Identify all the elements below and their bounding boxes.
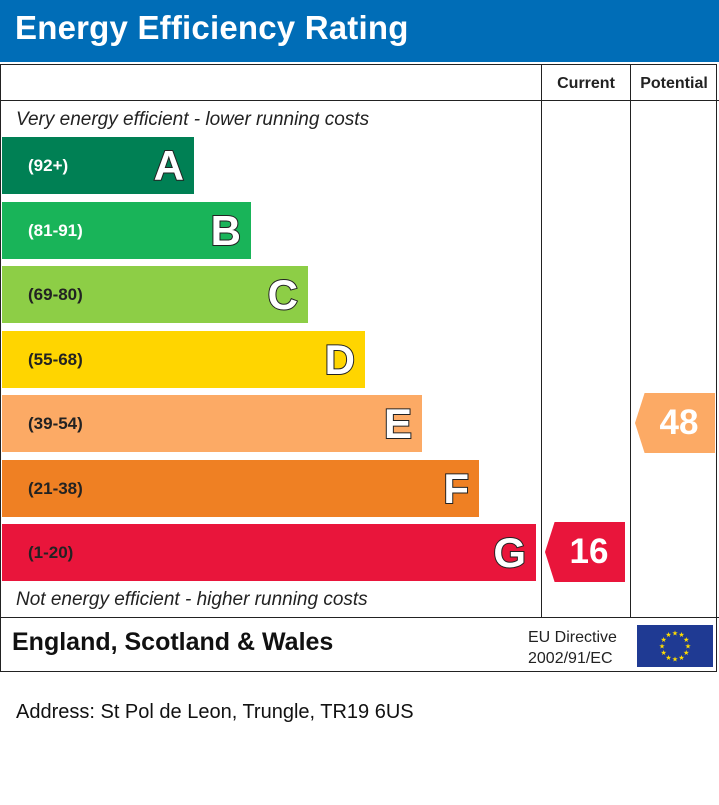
- svg-text:★: ★: [665, 631, 671, 639]
- band-c-letter: C: [267, 270, 299, 319]
- band-g-letter: G: [492, 528, 527, 577]
- band-f-letter: F: [442, 464, 470, 513]
- band-g-bar: (1-20) G: [2, 524, 536, 581]
- svg-text:★: ★: [672, 656, 678, 664]
- eu-directive-label: EU Directive 2002/91/EC: [528, 627, 617, 669]
- country-label: England, Scotland & Wales: [12, 628, 334, 656]
- rating-frame: [0, 64, 717, 672]
- chart-title: Energy Efficiency Rating: [15, 9, 409, 46]
- band-d-range: (55-68): [28, 350, 83, 369]
- band-f-range: (21-38): [28, 479, 83, 498]
- band-e-range: (39-54): [28, 414, 83, 433]
- current-column-divider: [541, 64, 542, 617]
- band-a-letter: A: [153, 141, 185, 190]
- eu-flag-icon: ★ ★ ★ ★ ★ ★ ★ ★ ★ ★ ★ ★: [637, 625, 713, 667]
- band-d-letter: D: [324, 335, 356, 384]
- band-b-letter: B: [210, 206, 242, 255]
- svg-text:★: ★: [665, 654, 671, 662]
- band-b-range: (81-91): [28, 221, 83, 240]
- eu-stars-icon: ★ ★★★★★★★★★★★: [659, 630, 691, 664]
- eu-directive-line2: 2002/91/EC: [528, 650, 613, 667]
- potential-rating-value: 48: [659, 403, 699, 442]
- footer-row-divider: [0, 617, 719, 618]
- band-f-bar: (21-38) F: [2, 460, 479, 517]
- bottom-note: Not energy efficient - higher running co…: [16, 589, 368, 610]
- svg-text:★: ★: [683, 636, 689, 644]
- band-c-range: (69-80): [28, 285, 83, 304]
- band-e-letter: E: [383, 399, 413, 448]
- svg-text:★: ★: [661, 649, 667, 657]
- svg-text:★: ★: [661, 636, 667, 644]
- header-row-divider: [0, 100, 719, 101]
- band-a-bar: (92+) A: [2, 137, 194, 194]
- svg-text:★: ★: [678, 654, 684, 662]
- current-rating-value: 16: [569, 532, 609, 571]
- property-address: Address: St Pol de Leon, Trungle, TR19 6…: [16, 701, 414, 723]
- header-banner: Energy Efficiency Rating: [0, 0, 719, 62]
- potential-rating-arrow: 48: [635, 393, 715, 453]
- svg-text:★: ★: [683, 649, 689, 657]
- svg-text:★: ★: [672, 630, 678, 638]
- band-b-bar: (81-91) B: [2, 202, 251, 259]
- eu-directive-line1: EU Directive: [528, 629, 617, 646]
- band-e-bar: (39-54) E: [2, 395, 422, 452]
- band-a-range: (92+): [28, 156, 69, 175]
- current-column-header: Current: [557, 75, 615, 92]
- band-g-range: (1-20): [28, 543, 74, 562]
- svg-text:★: ★: [659, 643, 665, 651]
- top-note: Very energy efficient - lower running co…: [16, 109, 370, 130]
- svg-text:★: ★: [678, 631, 684, 639]
- potential-column-header: Potential: [640, 75, 708, 92]
- svg-text:★: ★: [685, 643, 691, 651]
- band-c-bar: (69-80) C: [2, 266, 308, 323]
- band-d-bar: (55-68) D: [2, 331, 365, 388]
- potential-column-divider: [630, 64, 631, 617]
- current-rating-arrow: 16: [545, 522, 625, 582]
